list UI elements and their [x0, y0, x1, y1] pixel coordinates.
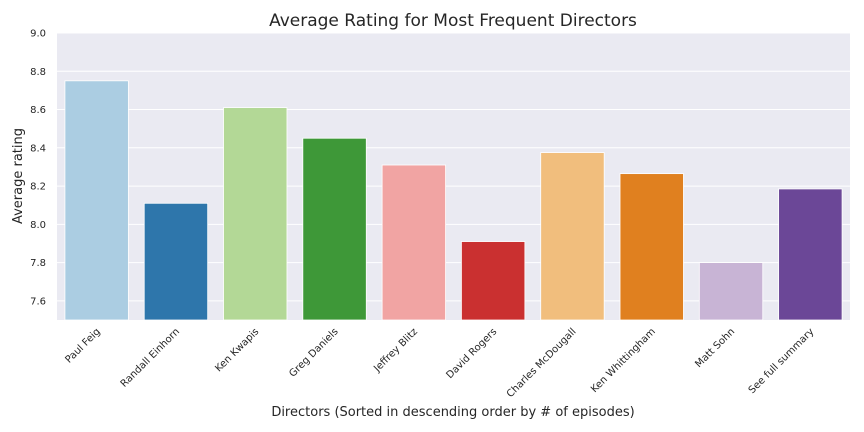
- bar: [381, 164, 446, 321]
- bar: [540, 152, 605, 321]
- y-tick-label: 7.6: [30, 296, 46, 307]
- y-tick-label: 9.0: [30, 29, 46, 40]
- bar: [698, 262, 764, 321]
- y-tick-label: 8.8: [30, 67, 46, 78]
- x-tick-label: See full summary: [747, 326, 817, 396]
- x-tick-label: Jeffrey Blitz: [371, 326, 420, 375]
- x-tick-labels: Paul Feig Randall Einhorn Ken Kwapis Greg D…: [64, 326, 817, 400]
- x-tick-label: Matt Sohn: [693, 326, 737, 370]
- x-tick-label: Charles McDougall: [505, 326, 579, 400]
- bar: [619, 173, 684, 321]
- x-tick-label: David Rogers: [444, 326, 499, 381]
- y-tick-label: 8.6: [30, 105, 46, 116]
- y-tick-label: 8.2: [30, 182, 46, 193]
- bar: [461, 241, 526, 321]
- y-tick-labels: 7.6 7.8 8.0 8.2 8.4 8.6 8.8 9.0: [30, 29, 46, 308]
- bar: [143, 202, 209, 321]
- y-tick-label: 8.0: [30, 220, 46, 231]
- x-axis-label: Directors (Sorted in descending order by…: [271, 405, 634, 420]
- x-tick-label: Ken Kwapis: [213, 326, 261, 374]
- bar: [223, 107, 288, 321]
- x-tick-label: Randall Einhorn: [119, 326, 182, 389]
- bar: [64, 80, 129, 321]
- chart-title: Average Rating for Most Frequent Directo…: [269, 11, 637, 31]
- y-axis-label: Average rating: [11, 128, 26, 224]
- bar: [302, 137, 367, 321]
- y-tick-label: 7.8: [30, 258, 46, 269]
- x-tick-label: Greg Daniels: [287, 326, 340, 379]
- y-tick-label: 8.4: [30, 143, 46, 154]
- bars: [64, 80, 843, 321]
- x-tick-label: Ken Whittingham: [589, 326, 658, 395]
- bar: [778, 188, 843, 321]
- x-tick-label: Paul Feig: [64, 326, 103, 365]
